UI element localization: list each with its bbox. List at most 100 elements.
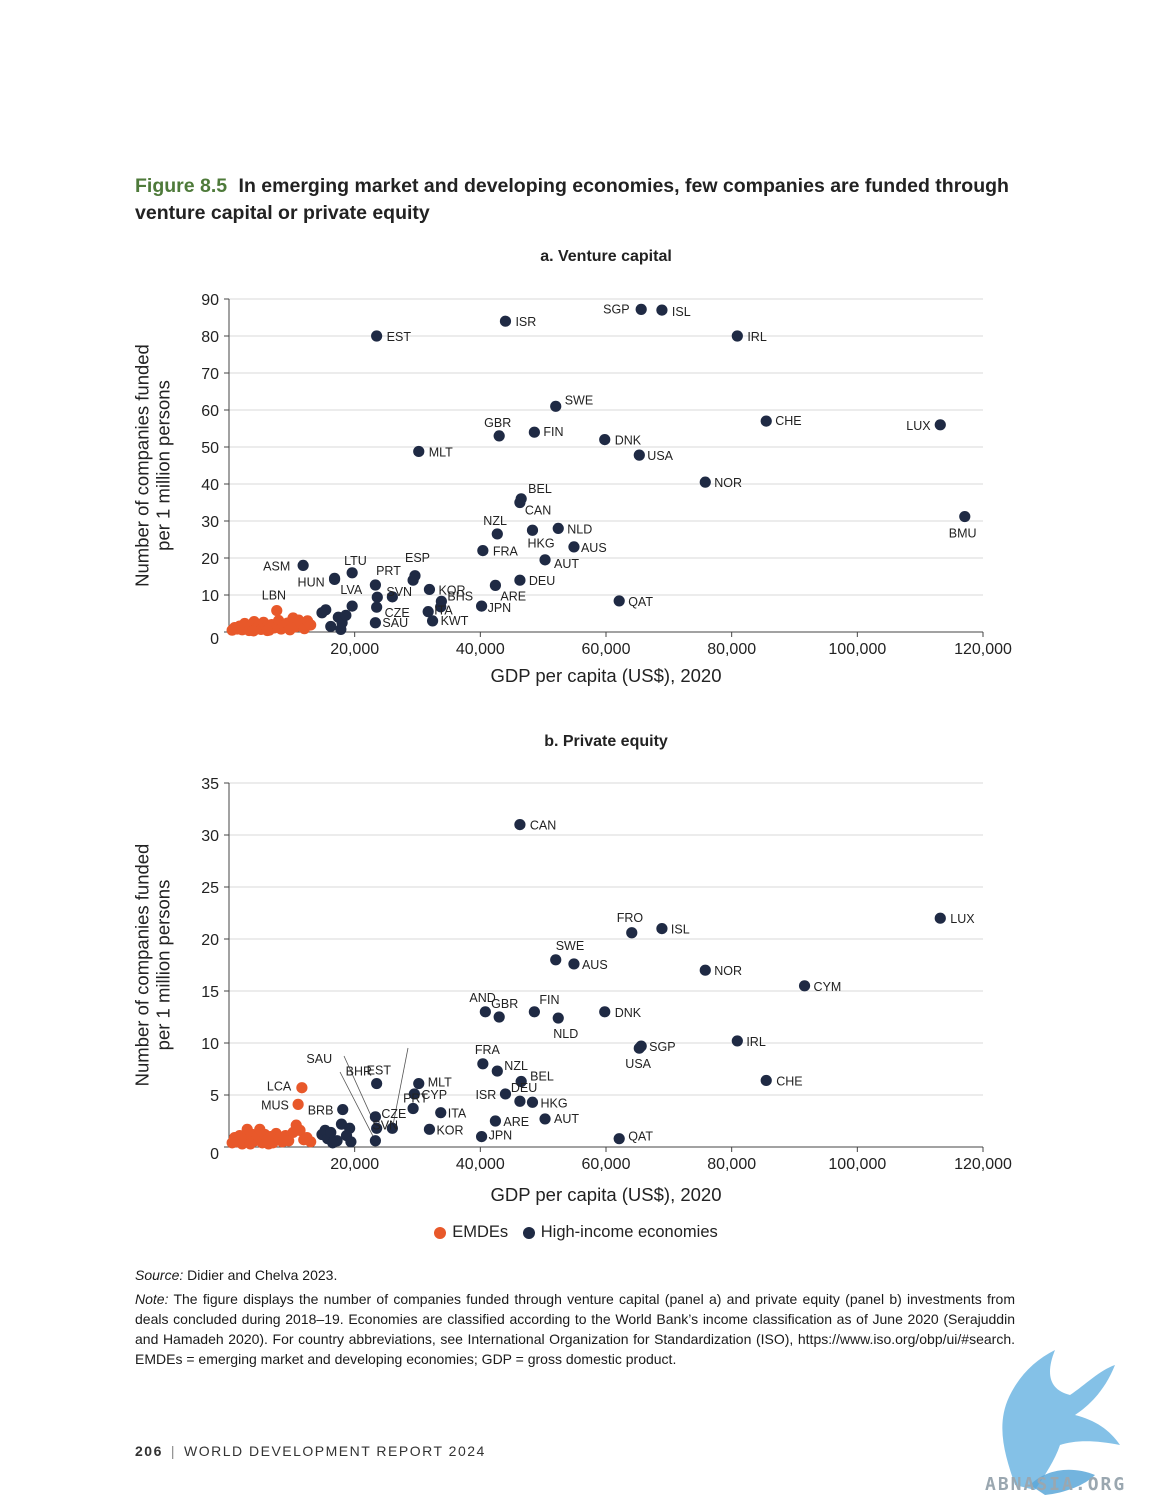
pe-panel-title: b. Private equity [544,733,668,750]
vc-x-tick-label: 120,000 [954,641,1012,658]
vc-point-label-bel: BEL [528,482,552,496]
note-text: The figure displays the number of compan… [135,1291,1015,1367]
vc-point-label-ltu: LTU [344,554,367,568]
vc-point-aut [539,554,550,565]
vc-high-income-point [347,601,358,612]
vc-point-label-hun: HUN [298,575,325,589]
pe-point-gbr [494,1011,505,1022]
pe-x-tick-label: 40,000 [456,1156,505,1173]
vc-point-label-bmu: BMU [949,527,977,541]
vc-high-income-point [335,624,346,635]
pe-point-label-fro: FRO [617,911,644,925]
pe-point-qat [614,1133,625,1144]
pe-point-label-svn: SVN [372,1118,398,1132]
vc-y-axis-title-line2: per 1 million persons [153,380,174,551]
private-equity-chart: b. Private equity0510152025303520,000 40,… [0,725,1152,1215]
vc-point-label-swe: SWE [565,393,593,407]
emde-dot-icon [434,1227,446,1239]
pe-y-tick-label: 0 [210,1146,219,1163]
vc-x-tick-label: 20,000 [330,641,379,658]
pe-point-label-jpn: JPN [489,1129,513,1143]
vc-point-est [371,330,382,341]
vc-point-label-nzl: NZL [483,514,507,528]
pe-emde-point [263,1138,274,1149]
pe-x-tick-label: 60,000 [582,1156,631,1173]
pe-point-label-fra: FRA [475,1043,501,1057]
vc-point-label-sau: SAU [382,616,408,630]
legend-label-emde: EMDEs [452,1223,508,1242]
pe-y-tick-label: 25 [201,880,219,897]
pe-high-income-point [345,1136,356,1147]
vc-high-income-point [325,621,336,632]
vc-point-label-nor: NOR [714,476,742,490]
vc-point-label-asm: ASM [263,559,290,573]
pe-y-tick-label: 10 [201,1036,219,1053]
watermark-text: ABNASIA.ORG [985,1474,1126,1495]
pe-point-swe [550,954,561,965]
pe-point-che [761,1075,772,1086]
pe-point-label-dnk: DNK [615,1006,642,1020]
vc-point-nor [700,477,711,488]
pe-point-label-ita: ITA [448,1107,467,1121]
pe-point-brb [337,1104,348,1115]
vc-y-tick-label: 10 [201,588,219,605]
vc-point-label-esp: ESP [405,551,430,565]
pe-point-est [371,1078,382,1089]
pe-point-fra [477,1058,488,1069]
vc-point-label-prt: PRT [376,564,401,578]
vc-x-tick-label: 40,000 [456,641,505,658]
pe-point-label-nzl: NZL [504,1059,528,1073]
pe-y-tick-label: 15 [201,984,219,1001]
note-paragraph: Note: The figure displays the number of … [135,1289,1015,1369]
pe-point-label-bhr: BHR [346,1064,372,1078]
vc-y-tick-label: 20 [201,551,219,568]
pe-point-label-isr: ISR [475,1088,496,1102]
pe-point-aut [539,1113,550,1124]
vc-point-swe [550,401,561,412]
pe-point-dnk [599,1006,610,1017]
vc-point-label-aus: AUS [581,541,607,555]
vc-point-label-fra: FRA [493,545,519,559]
pe-point-isl [656,923,667,934]
vc-emde-point [262,625,273,636]
vc-point-asm [298,560,309,571]
pe-point-label-isl: ISL [671,923,690,937]
vc-point-label-isl: ISL [672,305,691,319]
vc-point-hun [329,574,340,585]
legend-item-emde: EMDEs [434,1223,508,1242]
vc-point-label-lbn: LBN [262,589,286,603]
vc-point-label-can: CAN [525,504,551,518]
vc-panel-title: a. Venture capital [540,248,672,265]
vc-point-label-mlt: MLT [429,445,453,459]
vc-point-nld [553,523,564,534]
pe-y-axis-title-line1: Number of companies funded [131,844,152,1087]
pe-point-fro [626,927,637,938]
chart-legend: EMDEs High-income economies [0,1223,1152,1244]
vc-point-usa [634,450,645,461]
vc-point-bmu [959,511,970,522]
vc-point-nzl [492,528,503,539]
pe-x-tick-label: 80,000 [707,1156,756,1173]
vc-point-label-aut: AUT [554,557,579,571]
pe-point-ita [435,1107,446,1118]
pe-point-label-kor: KOR [436,1123,463,1137]
pe-emde-point [245,1138,256,1149]
vc-point-isr [500,316,511,327]
vc-point-kwt [427,615,438,626]
vc-point-label-sgp: SGP [603,302,629,316]
vc-y-tick-label: 80 [201,329,219,346]
vc-point-label-nld: NLD [567,522,592,536]
vc-x-axis-title: GDP per capita (US$), 2020 [490,665,721,686]
pe-point-lux [935,913,946,924]
vc-emde-point [248,625,259,636]
pe-point-label-mus: MUS [261,1098,289,1112]
pe-x-tick-label: 20,000 [330,1156,379,1173]
vc-point-cze [371,602,382,613]
pe-point-isr [500,1088,511,1099]
pe-point-kor [424,1124,435,1135]
pe-x-tick-label: 120,000 [954,1156,1012,1173]
pe-point-label-qat: QAT [628,1130,653,1144]
vc-point-label-est: EST [387,330,412,344]
vc-point-label-hkg: HKG [527,536,554,550]
vc-point-che [761,416,772,427]
